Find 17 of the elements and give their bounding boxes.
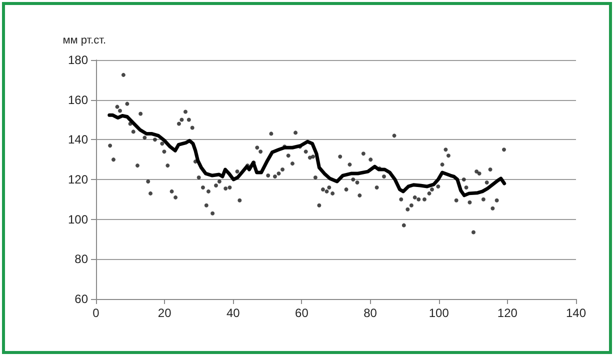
x-tick-label: 140 [566,306,586,320]
y-tick-label: 180 [68,53,88,67]
x-tick-label: 100 [428,306,450,320]
x-tick-label: 20 [158,306,172,320]
x-tick-label: 0 [92,306,100,320]
y-axis-title: мм рт.ст. [62,34,106,46]
x-tick-label: 60 [295,306,309,320]
x-tick-label: 40 [226,306,240,320]
x-tick-label: 80 [364,306,378,320]
y-tick-label: 160 [68,92,88,107]
y-tick-label: 60 [74,292,88,306]
y-tick-label: 140 [68,132,88,147]
line-series [108,113,506,198]
x-tick-label: 120 [497,306,518,320]
y-tick-label: 80 [74,252,88,266]
y-tick-label: 120 [68,172,88,186]
y-tick-label: 100 [68,212,88,226]
